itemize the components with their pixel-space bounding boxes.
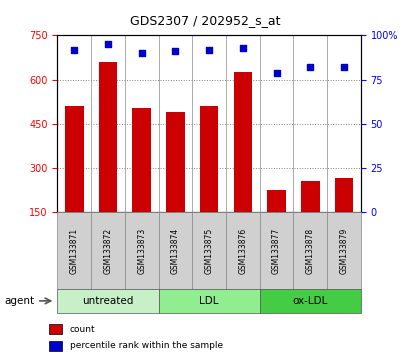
Bar: [300, 181, 319, 212]
Text: GSM133873: GSM133873: [137, 227, 146, 274]
Text: ox-LDL: ox-LDL: [292, 296, 327, 306]
FancyBboxPatch shape: [91, 212, 124, 289]
Bar: [267, 190, 285, 212]
Text: GDS2307 / 202952_s_at: GDS2307 / 202952_s_at: [129, 14, 280, 27]
Text: agent: agent: [4, 296, 34, 306]
Point: [172, 48, 178, 54]
Text: GSM133871: GSM133871: [70, 227, 79, 274]
Point: [340, 64, 346, 70]
FancyBboxPatch shape: [192, 212, 225, 289]
Bar: [233, 72, 252, 212]
Point: [71, 47, 77, 52]
Text: untreated: untreated: [82, 296, 133, 306]
FancyBboxPatch shape: [158, 289, 259, 313]
Point: [205, 47, 212, 52]
Point: [306, 64, 313, 70]
Bar: [49, 341, 61, 350]
Bar: [166, 112, 184, 212]
Text: GSM133875: GSM133875: [204, 227, 213, 274]
Text: GSM133874: GSM133874: [171, 227, 180, 274]
FancyBboxPatch shape: [124, 212, 158, 289]
Bar: [132, 108, 151, 212]
Text: percentile rank within the sample: percentile rank within the sample: [70, 341, 222, 350]
Text: count: count: [70, 325, 95, 333]
Bar: [49, 324, 61, 334]
FancyBboxPatch shape: [293, 212, 326, 289]
FancyBboxPatch shape: [158, 212, 192, 289]
Point: [104, 41, 111, 47]
FancyBboxPatch shape: [57, 289, 158, 313]
Point: [272, 70, 279, 75]
Text: GSM133872: GSM133872: [103, 227, 112, 274]
FancyBboxPatch shape: [57, 212, 91, 289]
Bar: [99, 62, 117, 212]
FancyBboxPatch shape: [225, 212, 259, 289]
FancyBboxPatch shape: [326, 212, 360, 289]
FancyBboxPatch shape: [259, 289, 360, 313]
Bar: [199, 106, 218, 212]
Bar: [334, 178, 353, 212]
FancyBboxPatch shape: [259, 212, 293, 289]
Text: GSM133878: GSM133878: [305, 227, 314, 274]
Point: [138, 50, 145, 56]
Point: [239, 45, 245, 51]
Bar: [65, 106, 83, 212]
Text: GSM133876: GSM133876: [238, 227, 247, 274]
Text: LDL: LDL: [199, 296, 218, 306]
Text: GSM133877: GSM133877: [271, 227, 280, 274]
Text: GSM133879: GSM133879: [339, 227, 348, 274]
